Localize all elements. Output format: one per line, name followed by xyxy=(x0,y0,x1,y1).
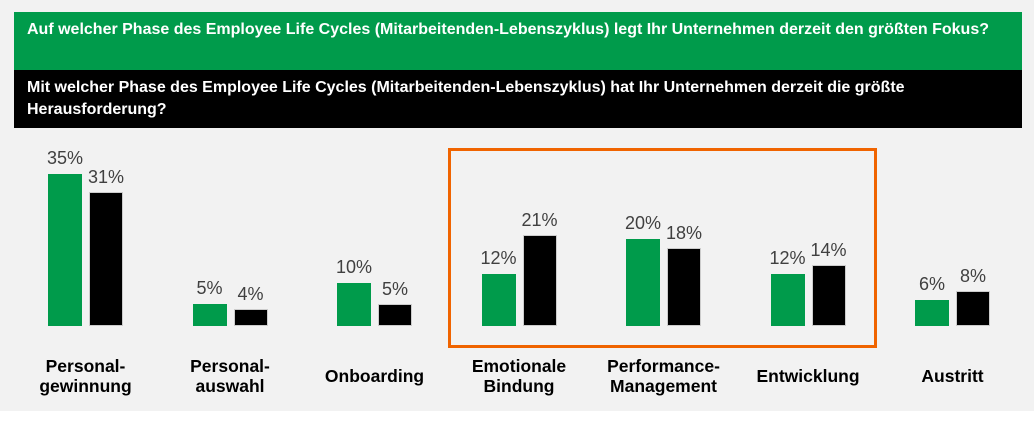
bar-fokus-austritt: 6% xyxy=(915,274,949,326)
bar-herausforderung-personal-auswahl: 4% xyxy=(233,284,268,326)
bar-value-label: 18% xyxy=(665,223,703,244)
category-label-onboarding: Onboarding xyxy=(324,366,425,386)
bar-pair-performance-management: 20% 18% xyxy=(625,213,702,326)
bar-pair-emotionalebindung: 12% 21% xyxy=(480,210,558,326)
bar-pair-entwicklung: 12% 14% xyxy=(769,240,847,326)
category-label-personal-auswahl: Personal-auswahl xyxy=(190,356,270,396)
bar-value-label: 20% xyxy=(624,213,662,234)
bar-fokus-entwicklung: 12% xyxy=(769,248,806,326)
category-label-entwicklung: Entwicklung xyxy=(756,366,860,386)
question-banner-focus: Auf welcher Phase des Employee Life Cycl… xyxy=(14,12,1022,70)
bar-fokus-personal-auswahl: 5% xyxy=(192,278,227,326)
bar-value-label: 5% xyxy=(381,279,409,300)
bar-value-label: 14% xyxy=(810,240,847,261)
question-banner-challenge: Mit welcher Phase des Employee Life Cycl… xyxy=(14,70,1022,128)
bar-pair-personal-auswahl: 5% 4% xyxy=(192,278,268,326)
bar-value-label: 4% xyxy=(237,283,264,304)
bar-value-label: 31% xyxy=(87,166,125,187)
bar-pair-onboarding: 10% 5% xyxy=(336,257,412,326)
bar-fokus-personal-gewinnung: 35% xyxy=(47,148,83,326)
highlight-box xyxy=(448,148,877,348)
bar-value-label: 12% xyxy=(480,248,517,269)
bar-value-label: 35% xyxy=(46,148,84,169)
bar-fokus-performance-management: 20% xyxy=(625,213,661,326)
bar-herausforderung-emotionalebindung: 21% xyxy=(521,210,558,326)
bar-value-label: 8% xyxy=(959,266,987,287)
bar-pair-austritt: 6% 8% xyxy=(915,266,990,326)
bar-value-label: 10% xyxy=(335,256,373,277)
bar-value-label: 5% xyxy=(196,278,223,299)
bar-value-label: 21% xyxy=(521,210,558,231)
bar-herausforderung-personal-gewinnung: 31% xyxy=(88,167,124,326)
bar-herausforderung-austritt: 8% xyxy=(956,266,990,326)
bar-herausforderung-performance-management: 18% xyxy=(666,223,702,326)
bar-herausforderung-entwicklung: 14% xyxy=(810,240,847,326)
category-label-emotionalebindung: Emotionale Bindung xyxy=(471,356,567,396)
category-label-austritt: Austritt xyxy=(921,366,984,386)
category-label-performance-management: Performance- Management xyxy=(607,356,720,396)
category-label-personal-gewinnung: Personal-gewinnung xyxy=(39,356,132,396)
bar-value-label: 6% xyxy=(918,274,946,295)
bar-pair-personal-gewinnung: 35% 31% xyxy=(47,148,124,326)
bar-value-label: 12% xyxy=(769,248,806,269)
bar-herausforderung-onboarding: 5% xyxy=(378,279,412,326)
bar-fokus-emotionalebindung: 12% xyxy=(480,248,517,326)
bar-fokus-onboarding: 10% xyxy=(336,257,372,326)
